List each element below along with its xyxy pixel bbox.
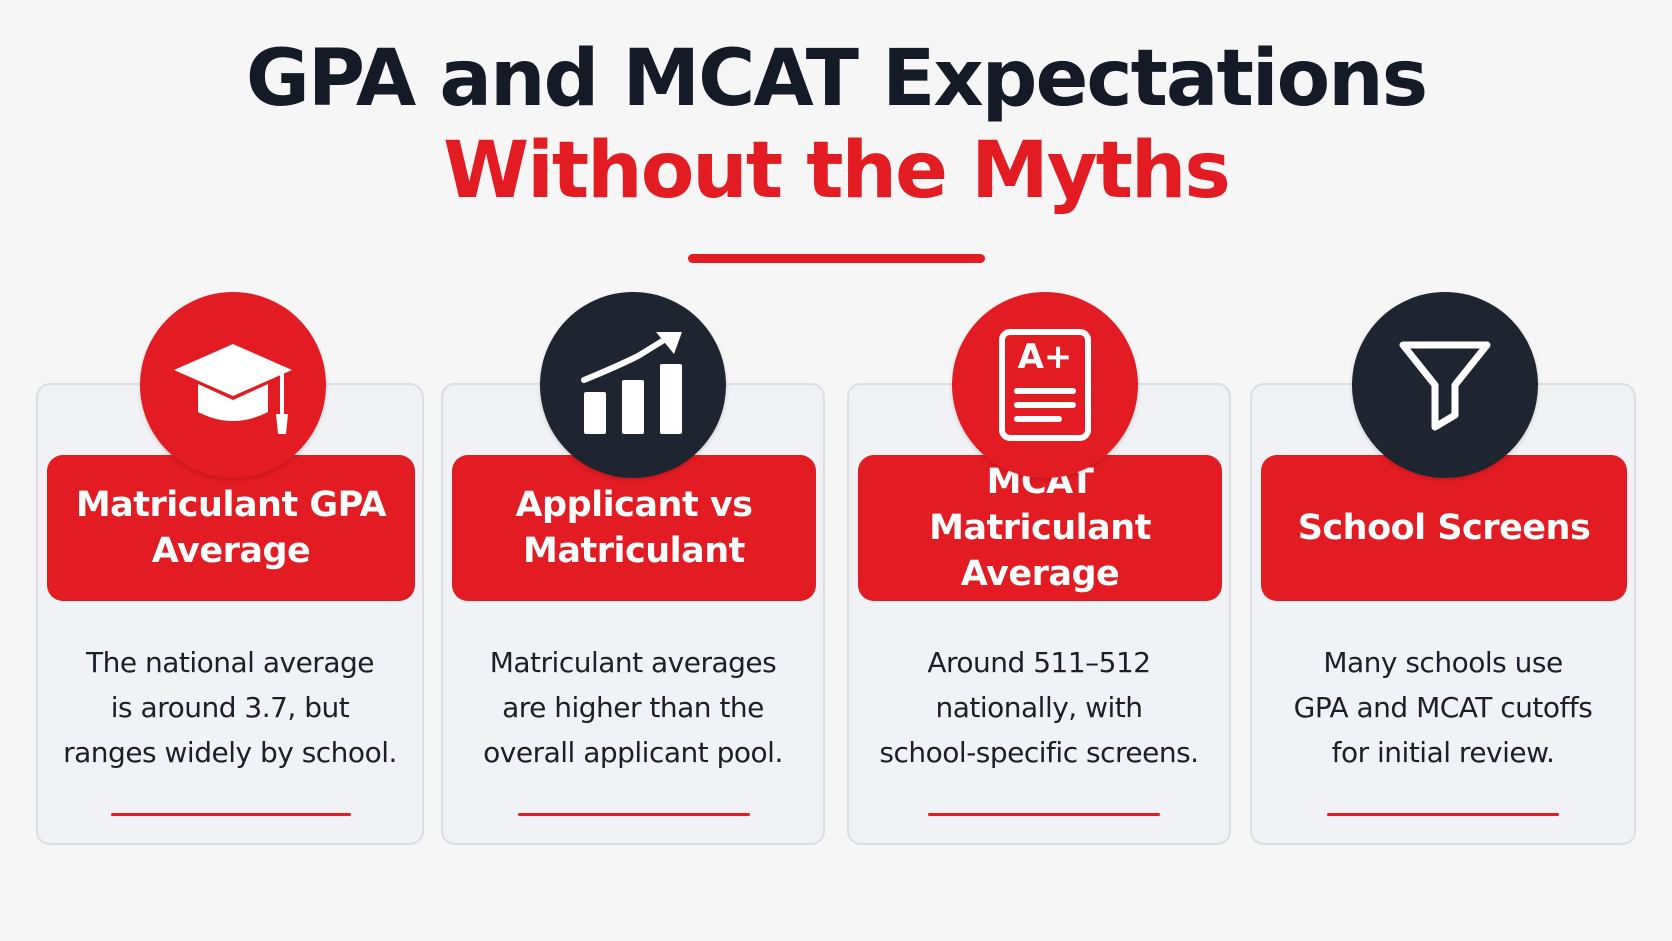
card-1-body: The national average is around 3.7, but … (63, 646, 397, 769)
card-2-rule (518, 813, 750, 816)
card-2-heading: Applicant vs Matriculant (452, 455, 816, 601)
title-line-1: GPA and MCAT Expectations (245, 34, 1428, 124)
card-1-heading: Matriculant GPA Average (47, 455, 415, 601)
card-2-body: Matriculant averages are higher than the… (483, 646, 783, 769)
card-4-badge (1352, 292, 1538, 478)
funnel-filter-icon (1397, 337, 1493, 433)
title-block: GPA and MCAT Expectations Without the My… (0, 40, 1672, 210)
graduation-cap-icon (170, 330, 296, 440)
card-4-heading: School Screens (1261, 455, 1627, 601)
card-4-body: Many schools use GPA and MCAT cutoffs fo… (1293, 646, 1593, 769)
title-line-2: Without the Myths (443, 126, 1231, 216)
card-1-badge (140, 292, 326, 478)
card-2-badge (540, 292, 726, 478)
title-underline (688, 254, 985, 263)
card-1-rule (111, 813, 351, 816)
a-plus-document-icon: A+ (997, 327, 1093, 443)
rising-bar-chart-icon (578, 330, 688, 440)
card-3-rule (928, 813, 1160, 816)
card-3-body: Around 511–512 nationally, with school-s… (879, 646, 1199, 769)
a-plus-grade-text: A+ (1017, 337, 1073, 377)
card-3-badge: A+ (952, 292, 1138, 478)
card-4-rule (1327, 813, 1559, 816)
